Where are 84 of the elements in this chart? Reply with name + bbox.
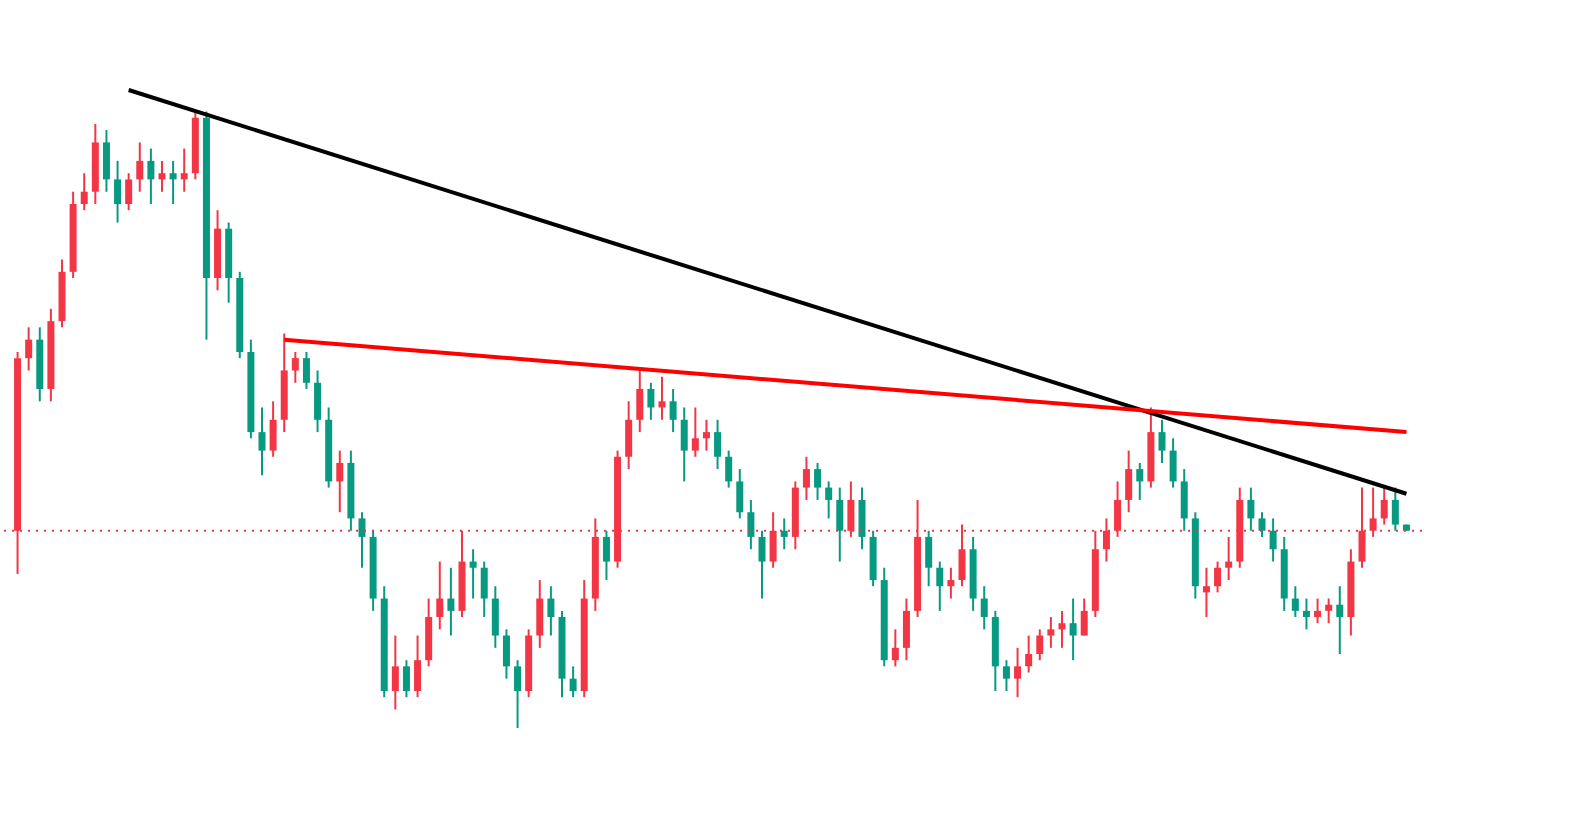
candlestick <box>302 350 310 390</box>
candlestick <box>469 548 477 600</box>
candlestick <box>269 400 277 458</box>
candlestick <box>1002 659 1010 693</box>
candlestick <box>1247 486 1255 532</box>
candlestick <box>1169 437 1177 489</box>
candlestick <box>1058 609 1066 649</box>
candlestick <box>114 159 122 224</box>
candlestick <box>358 511 366 569</box>
candlestick <box>636 369 644 434</box>
candlestick <box>180 147 188 193</box>
candlestick <box>80 172 88 212</box>
candlestick <box>1314 597 1322 625</box>
candlestick <box>158 159 166 193</box>
candlestick <box>1380 486 1388 526</box>
candlestick <box>258 406 266 477</box>
candlestick <box>936 560 944 612</box>
candlestick <box>736 468 744 520</box>
candlestick <box>1291 585 1299 619</box>
candlestick <box>480 560 488 619</box>
candlestick <box>536 579 544 649</box>
candlestick <box>702 418 710 452</box>
candlestick <box>1047 616 1055 649</box>
candlestick <box>980 585 988 631</box>
candlestick <box>691 406 699 458</box>
candlestick <box>1125 449 1133 514</box>
candlestick <box>514 659 522 729</box>
candlestick <box>25 326 33 372</box>
candlestick <box>858 486 866 551</box>
candlestick <box>291 350 299 384</box>
candlestick <box>814 461 822 501</box>
candlestick <box>336 449 344 514</box>
candlestick <box>758 529 766 600</box>
candlestick <box>947 566 955 600</box>
candlestick <box>1258 511 1266 538</box>
candlestick <box>169 159 177 206</box>
candlestick <box>1302 597 1310 631</box>
candlestick <box>1225 535 1233 582</box>
candlestick <box>869 529 877 588</box>
candlestick <box>825 480 833 520</box>
candlestick <box>1158 418 1166 464</box>
candlestick <box>491 585 499 649</box>
candlestick <box>502 628 510 680</box>
candlestick <box>1269 517 1277 563</box>
candlestick <box>902 597 910 662</box>
candlestick <box>891 628 899 668</box>
candlestick <box>102 129 110 193</box>
candlestick <box>1025 634 1033 674</box>
candlestick <box>625 400 633 471</box>
candlestick <box>1214 560 1222 594</box>
candlestick <box>647 381 655 421</box>
candlestick <box>569 665 577 699</box>
candlestick <box>925 529 933 588</box>
candlestick <box>1069 597 1077 662</box>
candlestick <box>1080 597 1088 637</box>
candlestick <box>680 406 688 483</box>
candlestick <box>447 566 455 637</box>
candlestick <box>725 449 733 489</box>
candlestick <box>136 141 144 193</box>
candlestick <box>414 634 422 699</box>
candlestick <box>836 486 844 563</box>
candlestick <box>1391 486 1399 532</box>
candlestick <box>436 560 444 631</box>
candlestick <box>780 517 788 551</box>
candlestick <box>1325 597 1333 625</box>
candlestick <box>1202 566 1210 619</box>
candlestick <box>714 418 722 471</box>
candlestick <box>669 387 677 434</box>
candlestick <box>402 659 410 699</box>
candlestick <box>314 369 322 434</box>
candlestick <box>1136 461 1144 501</box>
candlestick <box>547 585 555 637</box>
candlestick <box>391 634 399 711</box>
candlestick <box>658 375 666 421</box>
candlestick <box>1336 585 1344 656</box>
candlestick <box>425 597 433 668</box>
candlestick <box>1014 646 1022 699</box>
candlestick <box>802 455 810 501</box>
candlestick <box>147 147 155 206</box>
candlestick <box>125 172 133 212</box>
candlestick <box>747 498 755 551</box>
candlestick <box>1036 628 1044 662</box>
candlestick <box>1180 468 1188 532</box>
candlestick <box>602 529 610 582</box>
